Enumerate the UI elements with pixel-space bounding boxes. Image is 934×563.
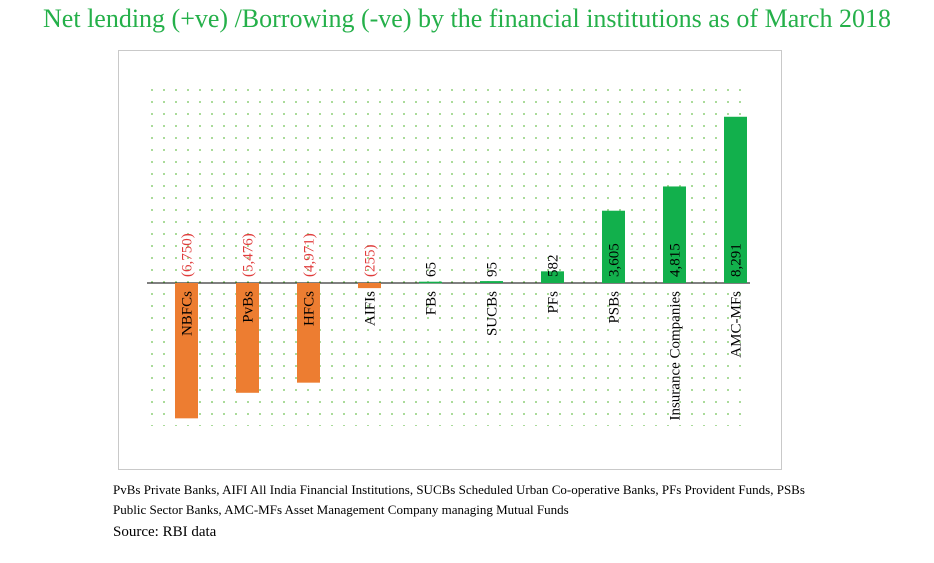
bar-amc-mfs bbox=[724, 116, 747, 284]
value-label-fbs: 65 bbox=[424, 262, 440, 277]
category-label-nbfcs: NBFCs bbox=[180, 291, 196, 336]
value-label-nbfcs: (6,750) bbox=[180, 233, 196, 277]
chart-frame bbox=[118, 50, 782, 470]
footnote: PvBs Private Banks, AIFI All India Finan… bbox=[113, 482, 805, 517]
category-label-insurance-companies: Insurance Companies bbox=[668, 291, 684, 421]
category-label-amc-mfs: AMC-MFs bbox=[729, 291, 745, 358]
category-label-hfcs: HFCs bbox=[302, 291, 318, 326]
category-label-pfs: PFs bbox=[546, 291, 562, 314]
bar-fbs bbox=[419, 281, 442, 284]
bar-pfs bbox=[541, 271, 564, 283]
value-label-pvbs: (5,476) bbox=[241, 233, 257, 277]
bar-aifis bbox=[358, 283, 381, 289]
source-note: Source: RBI data bbox=[113, 524, 217, 540]
value-label-psbs: 3,605 bbox=[607, 243, 623, 277]
value-label-hfcs: (4,971) bbox=[302, 233, 318, 277]
category-label-aifis: AIFIs bbox=[363, 291, 379, 326]
value-label-amc-mfs: 8,291 bbox=[729, 243, 745, 277]
bar-nbfcs bbox=[175, 283, 198, 419]
bar-hfcs bbox=[297, 283, 320, 383]
category-label-pvbs: PvBs bbox=[241, 291, 257, 323]
bar-sucbs bbox=[480, 281, 503, 283]
value-label-insurance-companies: 4,815 bbox=[668, 243, 684, 277]
bar-insurance-companies bbox=[663, 186, 686, 283]
value-label-sucbs: 95 bbox=[485, 262, 501, 277]
bar-pvbs bbox=[236, 283, 259, 393]
category-label-sucbs: SUCBs bbox=[485, 291, 501, 336]
category-label-psbs: PSBs bbox=[607, 291, 623, 324]
bar-psbs bbox=[602, 210, 625, 283]
chart-title: Net lending (+ve) /Borrowing (-ve) by th… bbox=[43, 4, 891, 33]
value-label-pfs: 582 bbox=[546, 255, 562, 278]
category-label-fbs: FBs bbox=[424, 291, 440, 315]
value-label-aifis: (255) bbox=[363, 245, 379, 278]
